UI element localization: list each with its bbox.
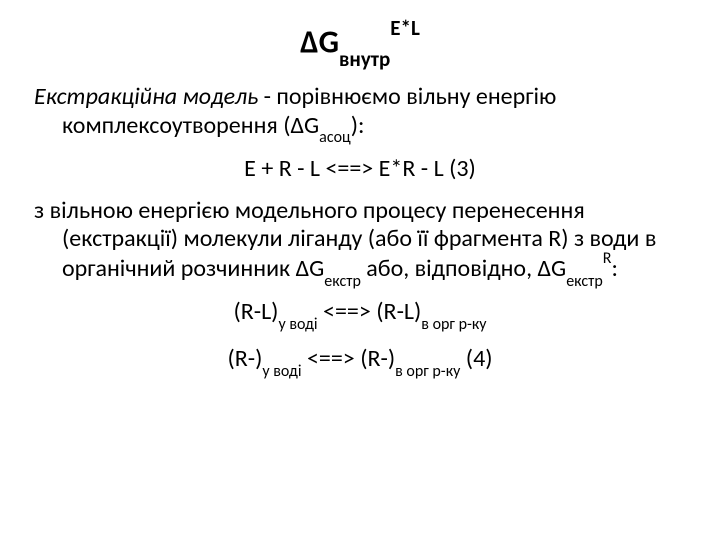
p2-b: або, відповідно, ΔG	[361, 254, 566, 283]
p1-lead: Екстракційна модель	[34, 82, 258, 111]
slide-root: ΔGвнутрE*L Екстракційна модель - порівню…	[0, 0, 720, 540]
eq2-r1: (R-L)	[376, 297, 421, 326]
p1-dash: -	[258, 82, 276, 111]
p2-b-sup: R	[603, 249, 612, 268]
eq2-r1-sub: в орг р-ку	[421, 315, 486, 334]
p2-a-sub: екстр	[324, 272, 361, 291]
equation-1: E + R - L <==> E*R - L (3)	[34, 154, 686, 183]
eq2-mid: <==>	[318, 297, 377, 326]
equation-3: (R-)у воді <==> (R-)в орг р-ку (4)	[34, 344, 686, 377]
eq3-l1-sub: у воді	[262, 362, 301, 381]
title-superscript: E*L	[390, 15, 420, 41]
equation-2: (R-L)у воді <==> (R-L)в орг р-ку	[34, 297, 686, 330]
p2-tail: :	[611, 254, 617, 283]
p2-b-sub: екстр	[566, 272, 603, 291]
eq3-l1: (R-)	[227, 344, 262, 373]
slide-title: ΔGвнутрE*L	[34, 22, 686, 65]
p1-tail: ):	[351, 111, 365, 140]
eq3-num: (4)	[460, 344, 492, 373]
eq3-mid: <==>	[302, 344, 361, 373]
paragraph-2: з вільною енергією модельного процесу пе…	[34, 197, 686, 287]
title-base: ΔG	[300, 23, 339, 62]
eq3-r1: (R-)	[360, 344, 395, 373]
eq3-r1-sub: в орг р-ку	[395, 362, 460, 381]
eq2-l1-sub: у воді	[278, 315, 317, 334]
paragraph-1: Екстракційна модель - порівнюємо вільну …	[34, 83, 686, 144]
eq2-l1: (R-L)	[233, 297, 278, 326]
title-subscript: внутр	[339, 46, 390, 72]
p1-sub: асоц	[319, 128, 351, 147]
